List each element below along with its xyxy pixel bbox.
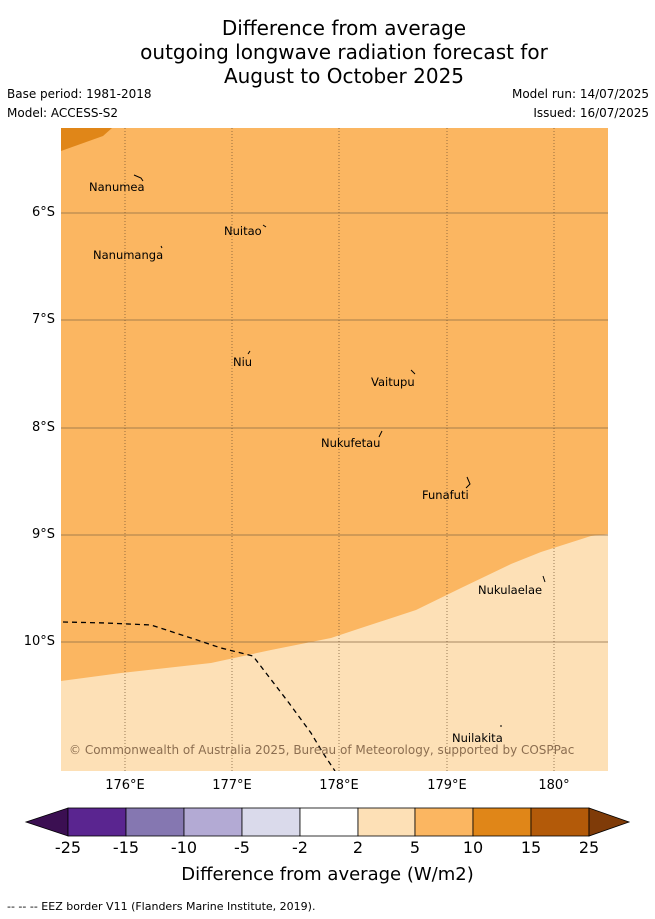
island-niu xyxy=(247,350,251,355)
lon-label-176E: 176°E xyxy=(105,778,145,793)
colorbar-label: Difference from average (W/m2) xyxy=(181,864,474,885)
title-line-1: Difference from average xyxy=(221,16,467,40)
lat-label-8S: 8°S xyxy=(31,420,55,435)
place-label-nanumea: Nanumea xyxy=(89,180,145,194)
colorbar-tick-10: 10 xyxy=(462,838,484,857)
lon-label-178E: 178°E xyxy=(319,778,359,793)
colorbar-bin-neg15-neg10 xyxy=(125,807,185,837)
colorbar-tick-neg25: -25 xyxy=(54,838,82,857)
colorbar-bin-neg25-neg15 xyxy=(67,807,127,837)
colorbar-tick-neg5: -5 xyxy=(234,838,250,857)
eez-border xyxy=(62,621,336,771)
place-label-nuitao: Nuitao xyxy=(224,224,262,238)
colorbar-tick-neg15: -15 xyxy=(112,838,140,857)
colorbar-tick-5: 5 xyxy=(409,838,421,857)
island-nuitao xyxy=(262,224,267,228)
place-label-funafuti: Funafuti xyxy=(422,488,469,502)
model-name: Model: ACCESS-S2 xyxy=(7,106,119,120)
island-nanumanga xyxy=(160,245,163,249)
title-line-2: outgoing longwave radiation forecast for xyxy=(140,40,548,64)
island-nanumea xyxy=(133,174,144,182)
issued-date: Issued: 16/07/2025 xyxy=(533,106,649,120)
colorbar-tick-2: 2 xyxy=(352,838,364,857)
anomaly-region-10-to-15 xyxy=(61,128,112,151)
base-period: Base period: 1981-2018 xyxy=(7,87,152,101)
colorbar-bin-15-25 xyxy=(530,807,590,837)
colorbar-bin-2-5 xyxy=(357,807,416,837)
meridian-lines xyxy=(124,128,555,771)
place-label-nanumanga: Nanumanga xyxy=(93,248,163,262)
lat-label-9S: 9°S xyxy=(31,527,55,542)
colorbar-bin-neg2-2 xyxy=(299,807,359,837)
island-vaitupu xyxy=(410,369,416,375)
title-line-3: August to October 2025 xyxy=(223,64,465,88)
colorbar xyxy=(24,807,631,837)
colorbar-tick-neg2: -2 xyxy=(292,838,308,857)
island-funafuti xyxy=(465,476,471,489)
place-label-nuilakita: Nuilakita xyxy=(452,731,503,745)
lat-label-10S: 10°S xyxy=(23,634,55,649)
grid-lines xyxy=(61,212,608,643)
map-title: Difference from average outgoing longwav… xyxy=(0,16,655,88)
colorbar-tick-15: 15 xyxy=(520,838,542,857)
colorbar-extend-high xyxy=(588,807,631,837)
colorbar-bin-neg5-neg2 xyxy=(241,807,301,837)
colorbar-bin-5-10 xyxy=(414,807,474,837)
place-labels: Nanumea Nuitao Nanumanga Niu Vaitupu Nuk… xyxy=(89,180,542,745)
copyright-notice: © Commonwealth of Australia 2025, Bureau… xyxy=(69,743,574,757)
colorbar-tick-neg10: -10 xyxy=(170,838,198,857)
model-run: Model run: 14/07/2025 xyxy=(511,87,649,101)
eez-legend-note: -- -- -- EEZ border V11 (Flanders Marine… xyxy=(7,900,316,913)
island-shapes xyxy=(133,174,546,727)
island-nukulaelae xyxy=(542,575,546,583)
forecast-map[interactable]: Nanumea Nuitao Nanumanga Niu Vaitupu Nuk… xyxy=(61,128,608,771)
colorbar-bin-neg10-neg5 xyxy=(183,807,243,837)
lon-label-177E: 177°E xyxy=(212,778,252,793)
place-label-nukulaelae: Nukulaelae xyxy=(478,583,542,597)
place-label-vaitupu: Vaitupu xyxy=(371,375,415,389)
place-label-niu: Niu xyxy=(233,355,252,369)
colorbar-bin-10-15 xyxy=(472,807,532,837)
lat-label-6S: 6°S xyxy=(31,205,55,220)
island-nukufetau xyxy=(378,430,383,438)
place-label-nukufetau: Nukufetau xyxy=(321,436,380,450)
lat-label-7S: 7°S xyxy=(31,312,55,327)
colorbar-extend-low xyxy=(24,807,69,837)
lon-label-179E: 179°E xyxy=(427,778,467,793)
anomaly-region-2-to-5 xyxy=(61,534,608,771)
lon-label-180: 180° xyxy=(538,778,570,793)
colorbar-tick-25: 25 xyxy=(578,838,600,857)
